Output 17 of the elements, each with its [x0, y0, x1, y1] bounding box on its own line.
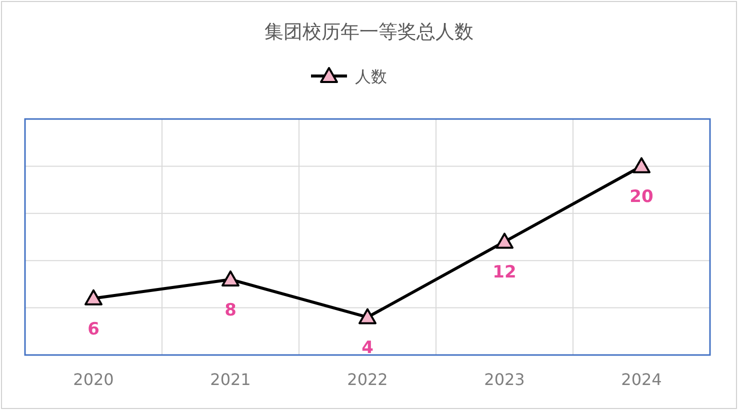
- point: [222, 270, 240, 286]
- x-tick-label: 2022: [347, 370, 388, 389]
- data-label: 6: [88, 319, 100, 340]
- x-tick-label: 2023: [484, 370, 525, 389]
- x-tick-label: 2024: [621, 370, 662, 389]
- point: [84, 289, 102, 306]
- point: [496, 232, 514, 249]
- point: [358, 308, 376, 324]
- legend-label: 人数: [355, 67, 387, 86]
- chart-title: 集团校历年一等奖总人数: [264, 21, 474, 43]
- x-tick-label: 2020: [73, 370, 114, 389]
- data-label: 4: [362, 338, 374, 358]
- data-label: 20: [630, 187, 654, 208]
- data-label: 8: [224, 300, 236, 320]
- x-tick-label: 2021: [210, 370, 251, 389]
- point: [632, 157, 650, 174]
- data-label: 12: [492, 262, 516, 283]
